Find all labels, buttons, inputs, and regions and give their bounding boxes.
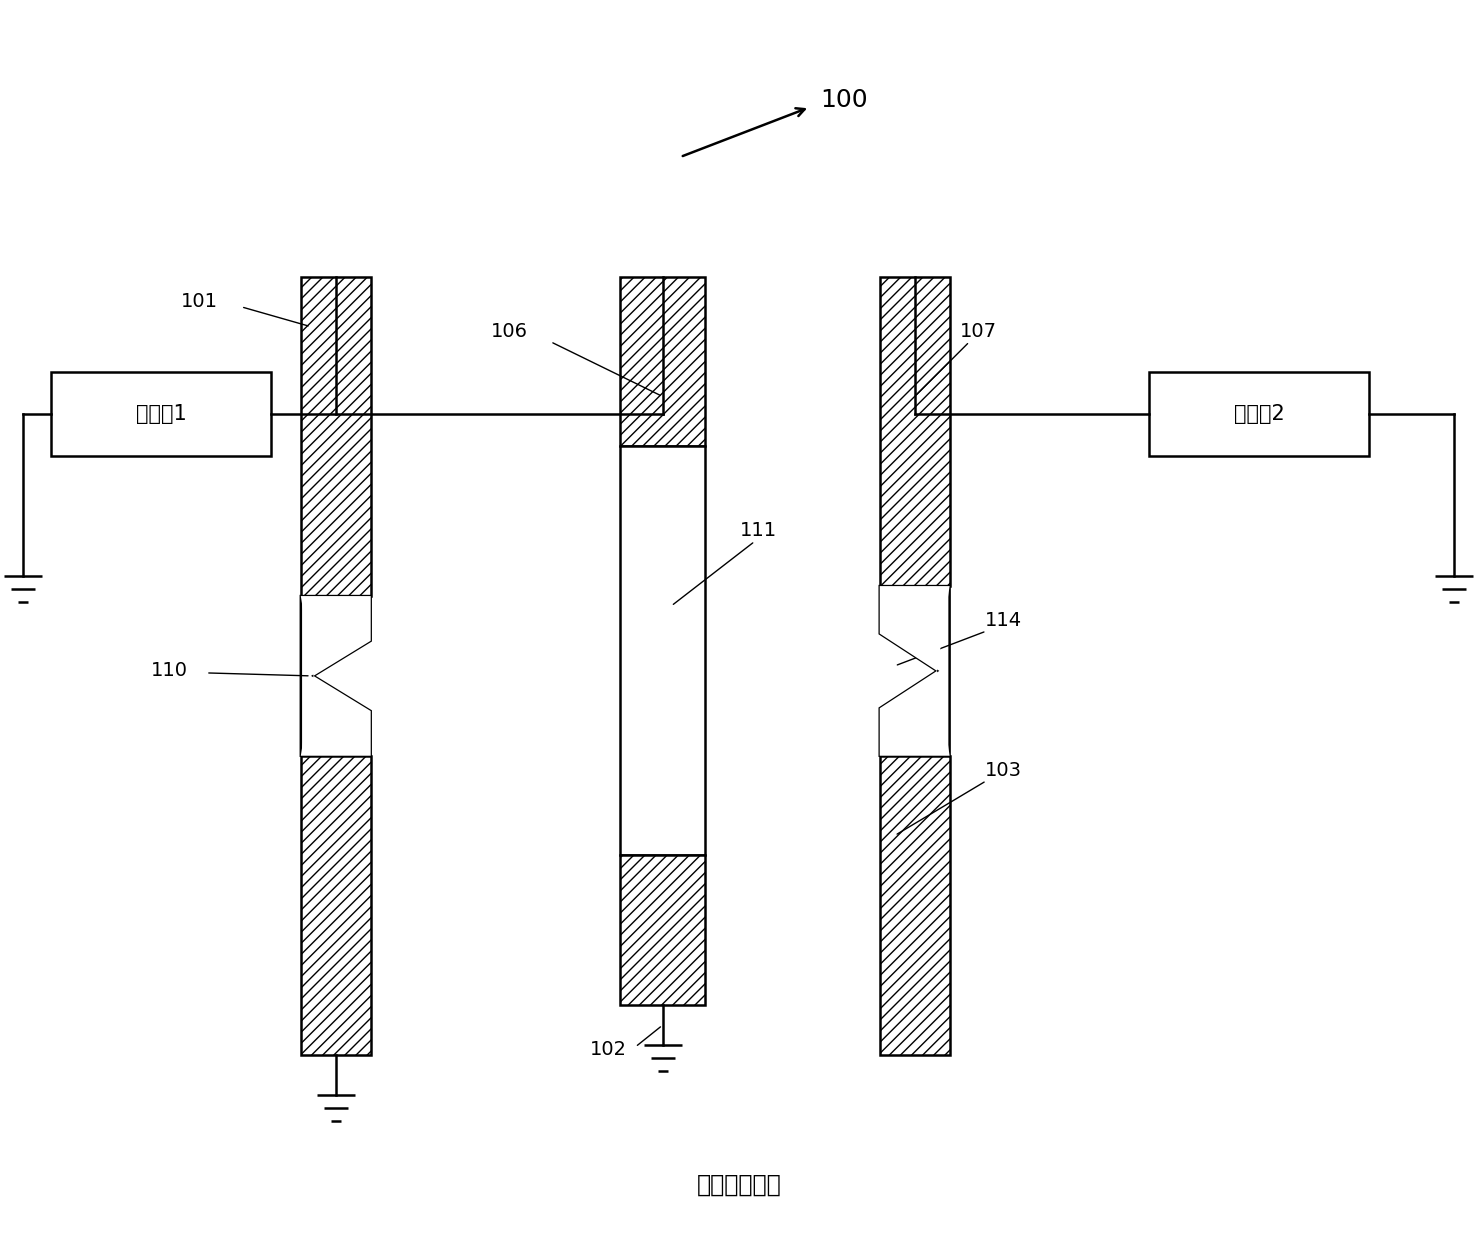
Text: 110: 110 [151, 661, 188, 679]
Polygon shape [302, 676, 371, 756]
Polygon shape [879, 587, 949, 756]
Text: 信号源1: 信号源1 [136, 404, 186, 425]
Polygon shape [302, 597, 371, 676]
Text: 106: 106 [491, 322, 528, 340]
Bar [879, 756, 949, 1055]
Polygon shape [879, 587, 949, 671]
Text: 100: 100 [820, 88, 868, 112]
Text: 101: 101 [180, 291, 219, 310]
Text: 103: 103 [984, 761, 1021, 780]
Bar [621, 446, 705, 855]
Bar [302, 756, 371, 1055]
Bar [621, 855, 705, 1005]
Bar [1150, 372, 1369, 456]
Bar [302, 276, 371, 597]
Text: 107: 107 [959, 322, 996, 340]
Polygon shape [302, 597, 371, 756]
Polygon shape [879, 671, 949, 756]
Text: 111: 111 [740, 521, 777, 540]
Text: 102: 102 [590, 1040, 627, 1059]
Text: 信号源2: 信号源2 [1234, 404, 1284, 425]
Bar [52, 372, 270, 456]
Text: 114: 114 [984, 610, 1021, 631]
Text: （现有技术）: （现有技术） [696, 1173, 782, 1197]
Bar [879, 276, 949, 587]
Bar [621, 276, 705, 446]
